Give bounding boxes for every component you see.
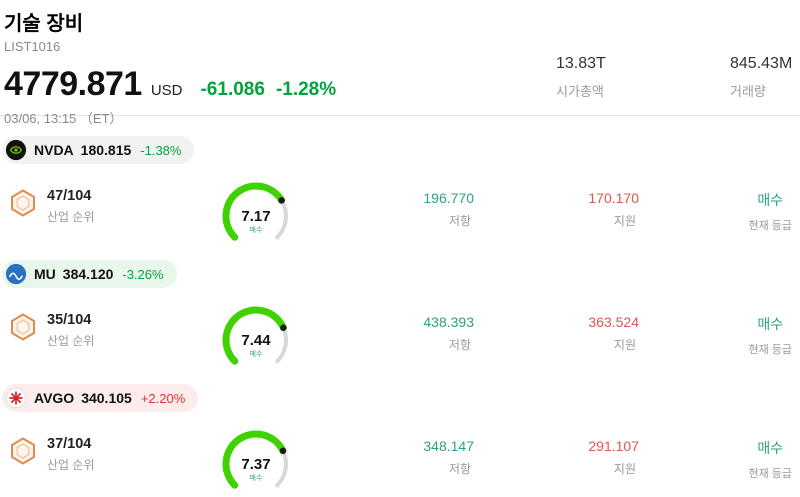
stock-section-avgo: AVGO 340.105 +2.20% 37/104 산업 순위 7.37 매수 …: [0, 384, 800, 489]
rank-badge-icon: [8, 436, 38, 466]
rank-badge-icon: [8, 312, 38, 342]
rating-label: 현재 등급: [748, 344, 792, 356]
industry-rank-value: 35/104: [47, 312, 92, 328]
resistance-value: 196.770: [423, 190, 474, 206]
rating-label: 현재 등급: [748, 220, 792, 232]
quote-datetime: 03/06, 13:15 （ET）: [4, 111, 123, 126]
rating-gauge: 7.17 매수: [200, 178, 320, 249]
resistance-cell: 438.393 저항: [320, 302, 480, 373]
mu-logo-icon: [5, 263, 27, 285]
index-change: -61.086 -1.28%: [200, 79, 336, 101]
resistance-value: 438.393: [423, 314, 474, 330]
market-cap-value: 13.83T: [556, 55, 606, 72]
rating-value: 매수: [757, 316, 784, 332]
svg-text:매수: 매수: [250, 474, 263, 482]
support-cell: 291.107 지원: [480, 426, 645, 497]
stock-symbol: NVDA: [34, 142, 74, 158]
industry-rank: 37/104 산업 순위: [0, 426, 200, 497]
volume-stat: 845.43M 거래량: [730, 55, 792, 100]
market-cap-stat: 13.83T 시가총액: [556, 55, 606, 100]
support-cell: 363.524 지원: [480, 302, 645, 373]
industry-rank-label: 산업 순위: [47, 334, 95, 348]
resistance-label: 저항: [448, 214, 471, 228]
industry-rank: 35/104 산업 순위: [0, 302, 200, 373]
resistance-label: 저항: [448, 462, 471, 476]
stock-pill-nvda[interactable]: NVDA 180.815 -1.38%: [2, 136, 195, 164]
support-label: 지원: [613, 214, 636, 228]
index-change-percent: -1.28%: [275, 79, 337, 100]
rating-cell: 매수 현재 등급: [645, 178, 800, 249]
stock-change: +2.20%: [140, 390, 186, 406]
currency-label: USD: [150, 82, 183, 99]
market-cap-label: 시가총액: [556, 84, 604, 99]
list-id: LIST1016: [4, 39, 61, 54]
industry-rank-value: 37/104: [47, 436, 92, 452]
stock-section-mu: MU 384.120 -3.26% 35/104 산업 순위 7.44 매수 43…: [0, 260, 800, 365]
resistance-value: 348.147: [423, 438, 474, 454]
stock-row: 35/104 산업 순위 7.44 매수 438.393 저항 363.524 지…: [0, 302, 800, 365]
rating-label: 현재 등급: [748, 468, 792, 480]
stock-symbol: AVGO: [34, 390, 75, 406]
stock-change: -1.38%: [140, 142, 182, 158]
stock-change: -3.26%: [122, 266, 164, 282]
index-price: 4779.871: [4, 65, 142, 103]
industry-rank-label: 산업 순위: [47, 210, 95, 224]
rank-badge-icon: [8, 188, 38, 218]
support-cell: 170.170 지원: [480, 178, 645, 249]
stock-price: 340.105: [81, 390, 132, 406]
resistance-label: 저항: [448, 338, 471, 352]
support-value: 291.107: [588, 438, 639, 454]
rating-cell: 매수 현재 등급: [645, 302, 800, 373]
volume-value: 845.43M: [730, 55, 793, 72]
support-value: 170.170: [588, 190, 639, 206]
price-row: 4779.871 USD -61.086 -1.28%: [4, 65, 792, 104]
rating-gauge: 7.37 매수: [200, 426, 320, 497]
nvda-logo-icon: [5, 139, 27, 161]
stock-row: 37/104 산업 순위 7.37 매수 348.147 저항 291.107 지…: [0, 426, 800, 489]
resistance-cell: 196.770 저항: [320, 178, 480, 249]
stock-section-nvda: NVDA 180.815 -1.38% 47/104 산업 순위 7.17 매수 …: [0, 136, 800, 241]
industry-rank-value: 47/104: [47, 188, 92, 204]
support-label: 지원: [613, 462, 636, 476]
support-value: 363.524: [588, 314, 639, 330]
rating-gauge: 7.44 매수: [200, 302, 320, 373]
stock-pill-mu[interactable]: MU 384.120 -3.26%: [2, 260, 177, 288]
svg-text:7.17: 7.17: [241, 208, 270, 225]
stock-pill-avgo[interactable]: AVGO 340.105 +2.20%: [2, 384, 199, 412]
header: 기술 장비 LIST1016 4779.871 USD -61.086 -1.2…: [0, 0, 800, 126]
stock-row: 47/104 산업 순위 7.17 매수 196.770 저항 170.170 지…: [0, 178, 800, 241]
support-label: 지원: [613, 338, 636, 352]
industry-rank: 47/104 산업 순위: [0, 178, 200, 249]
rating-value: 매수: [757, 192, 784, 208]
svg-text:매수: 매수: [250, 226, 263, 234]
svg-text:매수: 매수: [250, 350, 263, 358]
industry-rank-label: 산업 순위: [47, 458, 95, 472]
stock-symbol: MU: [34, 266, 56, 282]
svg-text:7.44: 7.44: [241, 332, 271, 349]
resistance-cell: 348.147 저항: [320, 426, 480, 497]
rating-cell: 매수 현재 등급: [645, 426, 800, 497]
avgo-logo-icon: [5, 387, 27, 409]
index-change-value: -61.086: [200, 79, 265, 100]
volume-label: 거래량: [730, 84, 766, 99]
svg-text:7.37: 7.37: [241, 456, 270, 473]
stock-price: 384.120: [62, 266, 114, 282]
page-title: 기술 장비: [4, 13, 84, 35]
stock-price: 180.815: [80, 142, 132, 158]
rating-value: 매수: [757, 440, 784, 456]
